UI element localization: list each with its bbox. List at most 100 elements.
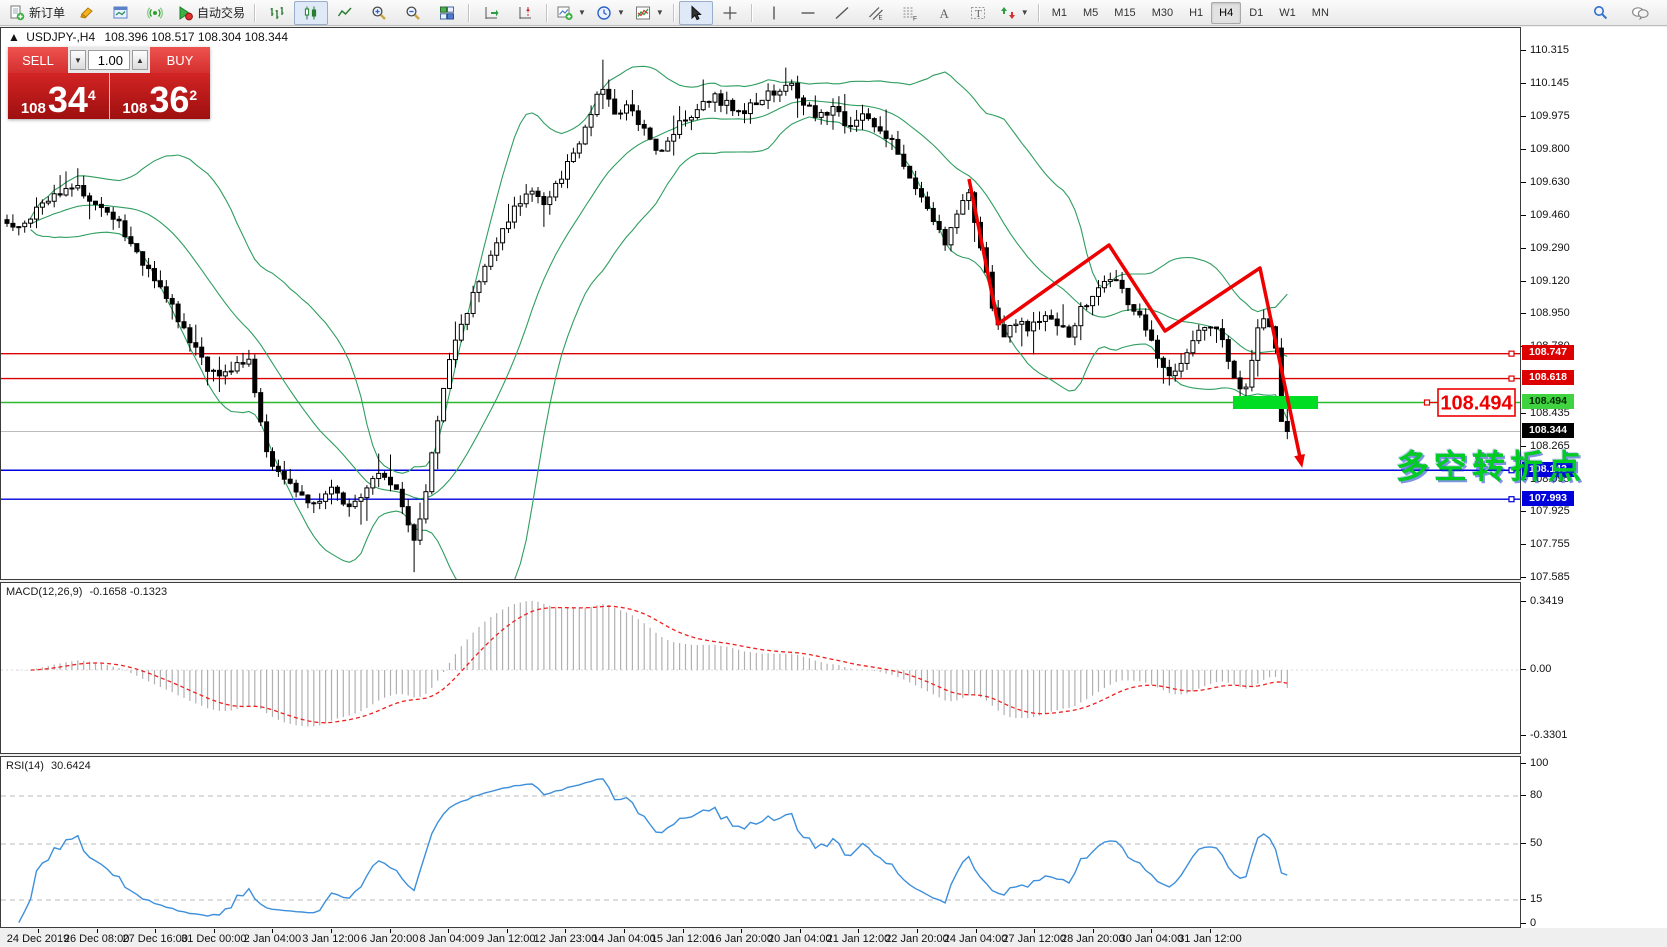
channel-icon: E <box>868 5 884 21</box>
rsi-canvas <box>1 778 1520 923</box>
clock-icon <box>596 5 612 21</box>
time-tick-mark <box>741 929 743 933</box>
indicators-button[interactable]: ▼ <box>630 1 669 25</box>
new-chart-button[interactable]: ▼ <box>552 1 591 25</box>
time-tick-label: 24 Dec 2019 <box>6 933 70 945</box>
sell-button[interactable]: SELL <box>8 47 68 73</box>
axis-tick-mark <box>1521 795 1526 796</box>
time-axis: 24 Dec 2019 26 Dec 08:00 27 Dec 16:00 31 De… <box>0 929 1521 947</box>
timeframe-m30[interactable]: M30 <box>1151 6 1174 19</box>
buy-price[interactable]: 108 36 2 <box>108 73 210 119</box>
new-order-button[interactable]: 新订单 <box>4 1 70 25</box>
rsi-panel[interactable]: RSI(14) 30.6424 <box>0 756 1521 928</box>
crosshair-button[interactable] <box>713 1 747 25</box>
svg-text:A: A <box>939 6 949 21</box>
main-chart-canvas[interactable]: 108.494 <box>1 28 1520 579</box>
cursor-icon <box>688 4 704 21</box>
indicator-icon <box>635 5 651 21</box>
time-tick-mark <box>682 929 684 933</box>
timeframe-h4[interactable]: H4 <box>1211 1 1242 24</box>
buy-button[interactable]: BUY <box>150 47 210 73</box>
axis-tick-mark <box>1521 115 1526 117</box>
svg-text:108.494: 108.494 <box>1440 392 1513 414</box>
search-icon <box>1593 6 1607 20</box>
zoom-out-button[interactable] <box>396 1 430 25</box>
timeframe-group: M1 M5 M15 M30 H1 H4 D1 W1 MN <box>1044 1 1337 24</box>
level-price-tag: 107.993 <box>1522 490 1574 506</box>
axis-tick-label: 108.265 <box>1530 439 1570 452</box>
trendline-button[interactable] <box>825 1 859 25</box>
timeframe-m1[interactable]: M1 <box>1051 6 1067 19</box>
line-chart-button[interactable] <box>328 1 362 25</box>
axis-tick-mark <box>1521 215 1526 217</box>
hline-button[interactable] <box>791 1 825 25</box>
main-chart-panel[interactable]: ▲ USDJPY-,H4 108.396 108.517 108.304 108… <box>0 27 1521 580</box>
axis-tick-label: -0.3301 <box>1530 729 1568 742</box>
collapse-marker-icon[interactable]: ▲ <box>8 30 20 44</box>
symbol-name: USDJPY-,H4 <box>26 30 96 44</box>
volume-down-button[interactable]: ▼ <box>70 50 86 70</box>
metaeditor-button[interactable] <box>70 1 104 25</box>
auto-scroll-button[interactable] <box>474 1 508 25</box>
autotrading-button[interactable]: 自动交易 <box>172 1 250 25</box>
time-tick-label: 30 Jan 04:00 <box>1119 933 1184 945</box>
channel-button[interactable]: E <box>859 1 893 25</box>
axis-tick-label: 110.145 <box>1530 76 1569 89</box>
time-tick-mark <box>213 929 215 933</box>
time-tick-mark <box>624 929 625 933</box>
signals-button[interactable] <box>138 1 172 25</box>
symbol-header: ▲ USDJPY-,H4 108.396 108.517 108.304 108… <box>8 30 288 44</box>
sell-price-big: 34 <box>47 79 88 121</box>
timeframe-d1[interactable]: D1 <box>1249 6 1264 19</box>
text-button[interactable]: A <box>927 1 961 25</box>
time-tick-mark <box>917 929 918 933</box>
vline-button[interactable] <box>757 1 791 25</box>
macd-label: MACD(12,26,9) -0.1658 -0.1323 <box>6 586 167 598</box>
time-tick-mark <box>96 929 98 933</box>
buy-price-sup: 2 <box>189 87 198 103</box>
fibonacci-button[interactable]: F <box>893 1 927 25</box>
rsi-value: 30.6424 <box>50 760 91 772</box>
buy-price-base: 108 <box>122 100 148 117</box>
label-button[interactable]: T <box>961 1 995 25</box>
timeframe-h1[interactable]: H1 <box>1189 6 1204 19</box>
macd-panel[interactable]: MACD(12,26,9) -0.1658 -0.1323 <box>0 582 1521 754</box>
bar-chart-button[interactable] <box>260 1 294 25</box>
sell-price[interactable]: 108 34 4 <box>8 73 109 119</box>
timeframe-m15[interactable]: M15 <box>1114 6 1136 19</box>
search-button[interactable] <box>1583 1 1617 25</box>
svg-text:F: F <box>913 15 917 21</box>
cursor-button[interactable] <box>678 0 713 25</box>
volume-up-button[interactable]: ▲ <box>132 50 148 70</box>
time-tick-label: 24 Jan 04:00 <box>943 933 1008 945</box>
zoom-in-button[interactable] <box>362 1 396 25</box>
timeframe-w1[interactable]: W1 <box>1279 6 1296 19</box>
tile-windows-button[interactable] <box>430 1 464 25</box>
chart-shift-button[interactable] <box>508 1 542 25</box>
one-click-trade-panel: SELL ▼ 1.00 ▲ BUY 108 34 4 108 36 2 <box>8 47 210 119</box>
axis-tick-mark <box>1521 149 1526 151</box>
profiles-button[interactable]: ▼ <box>591 1 630 25</box>
chat-button[interactable] <box>1623 1 1657 25</box>
arrows-button[interactable]: ▼ <box>995 1 1034 25</box>
volume-field[interactable]: 1.00 <box>88 50 130 70</box>
axis-tick-label: 107.585 <box>1530 570 1570 583</box>
timeframe-m5[interactable]: M5 <box>1083 6 1099 19</box>
candle-chart-button[interactable] <box>294 0 329 25</box>
window-icon <box>113 5 129 21</box>
time-tick-mark <box>272 929 274 933</box>
time-tick-label: 14 Jan 04:00 <box>592 933 656 945</box>
axis-tick-mark <box>1521 843 1526 844</box>
axis-tick-mark <box>1521 313 1526 315</box>
axis-tick-mark <box>1521 247 1526 249</box>
timeframe-mn[interactable]: MN <box>1311 6 1329 19</box>
time-tick-mark <box>331 929 332 933</box>
terminal-window-button[interactable] <box>104 1 138 25</box>
axis-tick-label: 109.290 <box>1530 241 1570 254</box>
arrows-icon <box>1000 5 1016 21</box>
time-tick-mark <box>1034 929 1036 933</box>
current-price-tag: 108.344 <box>1522 422 1574 438</box>
time-tick-label: 16 Jan 20:00 <box>709 933 773 945</box>
rsi-name: RSI(14) <box>6 760 44 772</box>
macd-name: MACD(12,26,9) <box>6 586 83 598</box>
